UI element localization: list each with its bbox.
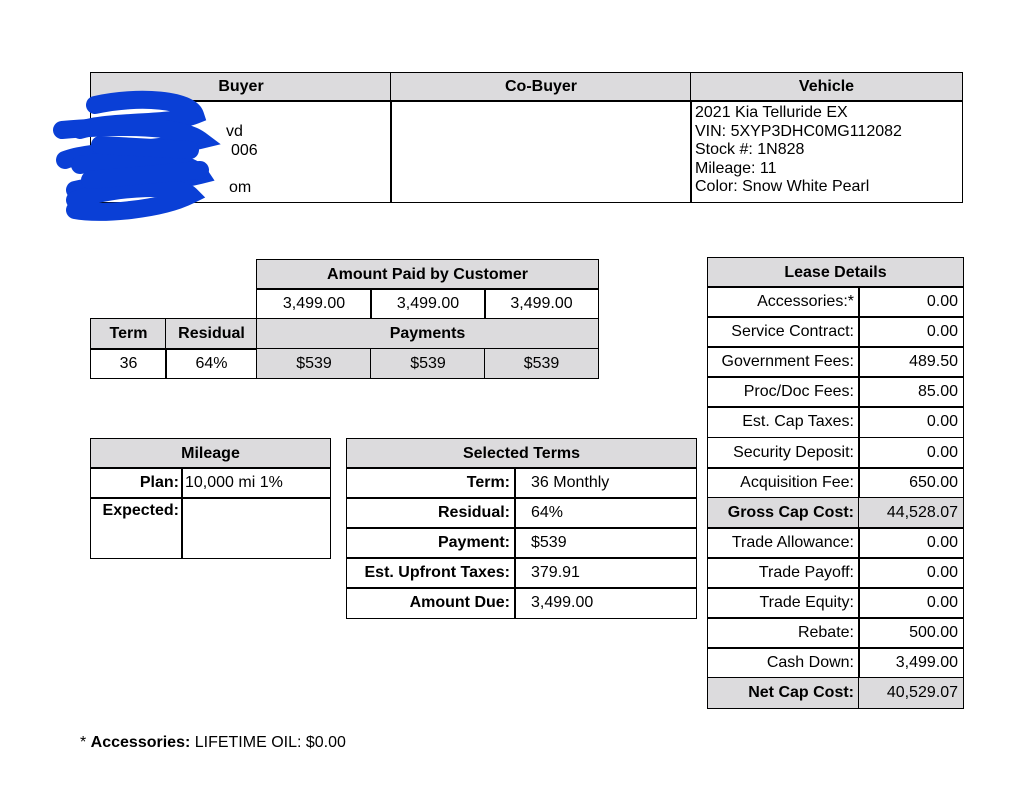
- row-label: Rebate:: [707, 617, 860, 650]
- row-label: Trade Payoff:: [707, 556, 860, 589]
- term-value: 36: [90, 348, 167, 379]
- lease-details-header: Lease Details: [707, 257, 964, 288]
- row-value: 379.91: [514, 557, 697, 590]
- row-label: Trade Allowance:: [707, 526, 860, 559]
- footnote-star: *: [80, 734, 91, 751]
- payments-header: Payments: [256, 318, 599, 350]
- plan-label: Plan:: [90, 467, 183, 499]
- expected-value: [181, 497, 331, 559]
- row-label: Net Cap Cost:: [707, 677, 860, 710]
- row-label: Gross Cap Cost:: [707, 496, 860, 529]
- vehicle-mileage: Mileage: 11: [695, 159, 777, 177]
- row-label: Service Contract:: [707, 316, 860, 349]
- footnote-text: LIFETIME OIL: $0.00: [190, 734, 346, 751]
- footnote: * Accessories: LIFETIME OIL: $0.00: [80, 734, 346, 752]
- row-value: 650.00: [858, 466, 964, 499]
- row-label: Government Fees:: [707, 346, 860, 379]
- expected-label: Expected:: [90, 497, 183, 559]
- amount-paid-value: 3,499.00: [484, 288, 599, 320]
- co-buyer-info: [390, 100, 692, 203]
- row-value: 3,499.00: [514, 587, 697, 620]
- vehicle-header: Vehicle: [690, 72, 963, 102]
- row-label: Est. Cap Taxes:: [707, 406, 860, 439]
- row-value: 40,529.07: [858, 677, 964, 710]
- mileage-header: Mileage: [90, 438, 331, 469]
- buyer-fragment: 006: [231, 142, 258, 159]
- row-label: Proc/Doc Fees:: [707, 376, 860, 409]
- row-value: 44,528.07: [858, 496, 964, 529]
- row-value: 85.00: [858, 376, 964, 409]
- buyer-fragment: vd: [226, 123, 243, 140]
- term-header: Term: [90, 318, 167, 350]
- buyer-fragment: om: [229, 179, 252, 196]
- payment-value: $539: [370, 348, 486, 379]
- row-value: 0.00: [858, 556, 964, 589]
- row-value: 500.00: [858, 617, 964, 650]
- row-value: 0.00: [858, 436, 964, 469]
- co-buyer-header: Co-Buyer: [390, 72, 692, 102]
- row-value: 0.00: [858, 587, 964, 619]
- row-value: 36 Monthly: [514, 467, 697, 499]
- row-value: 0.00: [858, 526, 964, 559]
- vehicle-info: 2021 Kia Telluride EX VIN: 5XYP3DHC0MG11…: [690, 100, 963, 203]
- payment-value: $539: [484, 348, 599, 379]
- payment-value: $539: [256, 348, 372, 379]
- vehicle-vin: VIN: 5XYP3DHC0MG112082: [695, 122, 902, 140]
- row-label: Residual:: [346, 497, 516, 530]
- amount-paid-value: 3,499.00: [256, 288, 372, 320]
- residual-header: Residual: [165, 318, 258, 350]
- row-value: 0.00: [858, 286, 964, 318]
- row-label: Term:: [346, 467, 516, 499]
- redaction-scribble: [53, 90, 221, 221]
- buyer-info: vd 006 om: [90, 100, 392, 203]
- plan-value: 10,000 mi 1%: [181, 467, 331, 499]
- row-label: Cash Down:: [707, 647, 860, 680]
- amount-paid-header: Amount Paid by Customer: [256, 259, 599, 290]
- residual-value: 64%: [165, 348, 258, 379]
- row-label: Acquisition Fee:: [707, 466, 860, 499]
- row-label: Security Deposit:: [707, 436, 860, 469]
- row-label: Amount Due:: [346, 587, 516, 620]
- amount-paid-value: 3,499.00: [370, 288, 486, 320]
- row-label: Est. Upfront Taxes:: [346, 557, 516, 590]
- row-value: 0.00: [858, 316, 964, 349]
- row-value: $539: [514, 527, 697, 560]
- row-value: 489.50: [858, 346, 964, 379]
- row-label: Accessories:*: [707, 286, 860, 318]
- selected-terms-header: Selected Terms: [346, 438, 697, 469]
- vehicle-stock: Stock #: 1N828: [695, 141, 805, 158]
- row-value: 64%: [514, 497, 697, 530]
- row-value: 0.00: [858, 406, 964, 439]
- vehicle-color: Color: Snow White Pearl: [695, 178, 870, 195]
- row-label: Trade Equity:: [707, 587, 860, 619]
- footnote-label: Accessories:: [90, 734, 191, 751]
- row-value: 3,499.00: [858, 647, 964, 680]
- row-label: Payment:: [346, 527, 516, 560]
- vehicle-model: 2021 Kia Telluride EX: [695, 104, 848, 121]
